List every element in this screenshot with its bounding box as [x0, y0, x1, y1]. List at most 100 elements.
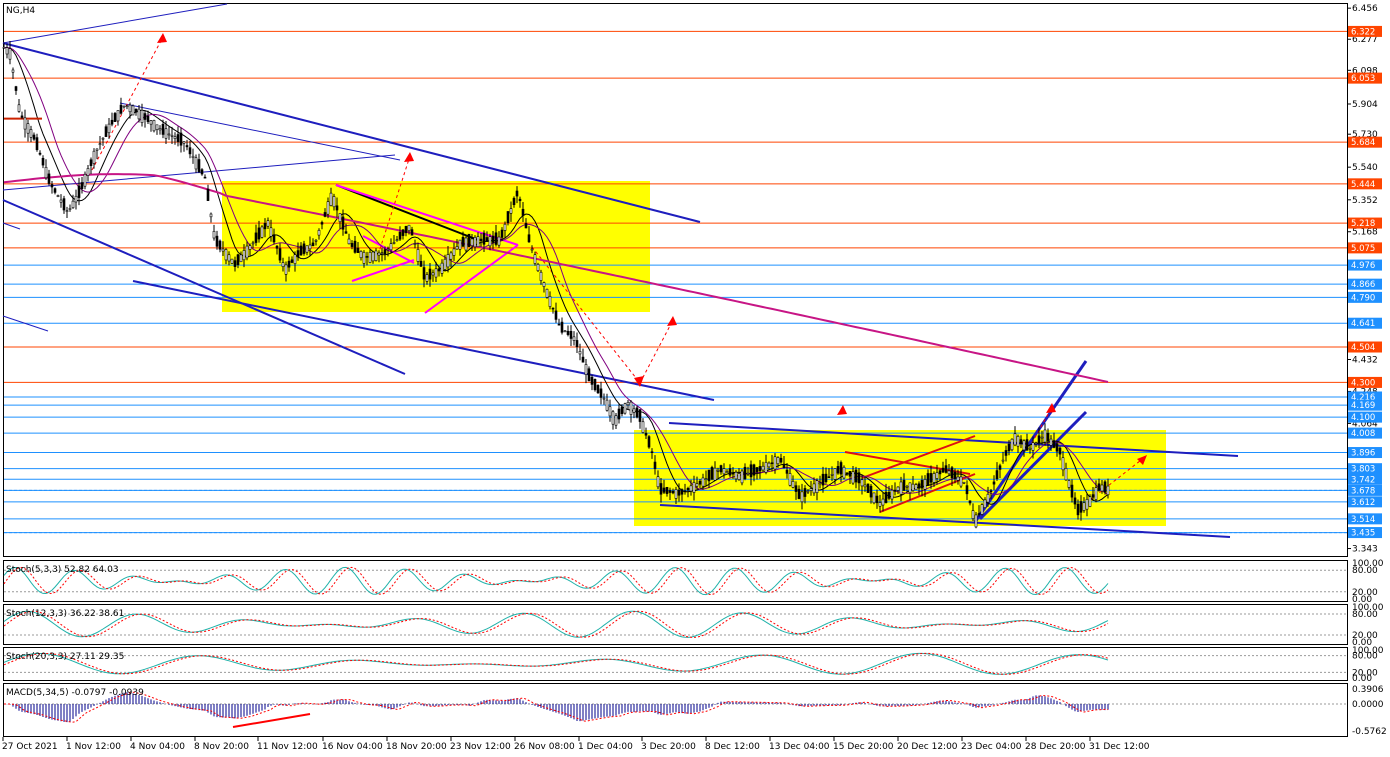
- candle-body: [713, 467, 717, 481]
- candle-body: [1061, 457, 1065, 471]
- candle-body: [188, 147, 192, 155]
- candle-body: [665, 486, 669, 494]
- candle-body: [629, 401, 633, 415]
- candle-body: [239, 254, 243, 263]
- stoch-signal-line: [3, 610, 1109, 638]
- candle-body: [770, 462, 774, 465]
- candle-body: [413, 243, 417, 245]
- candle-body: [932, 473, 936, 483]
- candle-body: [695, 483, 699, 487]
- candle-body: [170, 134, 174, 137]
- candle-body: [317, 230, 321, 236]
- candle-body: [1001, 459, 1005, 462]
- candle-body: [755, 467, 759, 473]
- candle-body: [299, 245, 303, 256]
- candle-body: [569, 330, 573, 339]
- candle-body: [368, 251, 372, 263]
- level-label-box: [1348, 496, 1382, 508]
- candle-body: [128, 104, 132, 113]
- candle-body: [866, 483, 870, 493]
- candle-body: [938, 470, 942, 475]
- level-label: 3.612: [1351, 498, 1375, 508]
- candle-body: [329, 192, 333, 206]
- candle-body: [851, 471, 855, 484]
- candle-body: [716, 470, 720, 472]
- candle-body: [182, 141, 186, 144]
- time-tick-label: 13 Dec 04:00: [769, 742, 830, 752]
- candle-body: [1004, 450, 1008, 456]
- candle-body: [425, 274, 429, 282]
- level-label: 4.169: [1351, 401, 1375, 411]
- level-label-box: [1348, 317, 1382, 329]
- candle-body: [167, 133, 171, 136]
- candle-body: [143, 113, 147, 120]
- level-label: 6.322: [1351, 27, 1375, 37]
- candle-body: [821, 473, 825, 486]
- candle-body: [470, 238, 474, 247]
- candle-body: [119, 104, 123, 114]
- candle-body: [134, 108, 138, 113]
- candle-body: [392, 242, 396, 244]
- level-label: 4.641: [1351, 319, 1375, 329]
- candle-body: [671, 490, 675, 494]
- time-tick-label: 31 Dec 12:00: [1089, 742, 1150, 752]
- candle-body: [590, 376, 594, 385]
- candle-body: [995, 470, 999, 480]
- candle-body: [782, 463, 786, 469]
- symbol-label: NG,H4: [6, 6, 35, 16]
- candle-body: [680, 489, 684, 495]
- candle-body: [620, 406, 624, 415]
- price-tick-label: 6.098: [1352, 66, 1378, 76]
- level-labels: 6.322 6.053 5.684 5.444 5.218 5.075 4.976 4.866…: [1348, 25, 1382, 539]
- candle-body: [296, 250, 300, 258]
- candle-body: [1037, 435, 1041, 443]
- candle-body: [458, 239, 462, 250]
- candle-body: [197, 159, 201, 173]
- level-label-box: [1348, 291, 1382, 303]
- candle-body: [365, 256, 369, 258]
- candle-body: [791, 481, 795, 488]
- indicator-scale-label: 0.3906: [1352, 685, 1384, 695]
- candle-body: [404, 226, 408, 234]
- candle-body: [338, 213, 342, 223]
- candle-body: [953, 471, 957, 479]
- level-label-box: [1348, 341, 1382, 353]
- candle-body: [203, 176, 207, 179]
- candle-body: [77, 185, 81, 198]
- candle-body: [1058, 447, 1062, 455]
- candle-body: [644, 432, 648, 436]
- candle-body: [830, 474, 834, 476]
- candle-body: [500, 229, 504, 238]
- level-label-box: [1348, 25, 1382, 37]
- level-label-box: [1348, 391, 1382, 403]
- candle-body: [488, 236, 492, 247]
- candle-body: [371, 251, 375, 262]
- candle-body: [1106, 485, 1110, 496]
- candle-body: [38, 152, 42, 155]
- candle-body: [527, 234, 531, 243]
- candle-body: [701, 477, 705, 487]
- candle-body: [632, 408, 636, 413]
- candle-body: [521, 208, 525, 216]
- price-tick-label: 5.352: [1352, 196, 1378, 206]
- candle-body: [350, 243, 354, 247]
- candle-body: [653, 461, 657, 469]
- candle-body: [26, 123, 30, 134]
- candle-body: [566, 330, 570, 335]
- candle-body: [686, 488, 690, 491]
- candle-body: [605, 399, 609, 411]
- indicator-scale-label: 20.00: [1352, 631, 1378, 641]
- candle-body: [884, 491, 888, 503]
- candle-body: [20, 115, 24, 118]
- candle-body: [881, 498, 885, 506]
- price-tick-label: 6.277: [1352, 35, 1378, 45]
- candle-body: [146, 115, 150, 122]
- candle-body: [1103, 481, 1107, 493]
- candle-body: [11, 69, 15, 73]
- candle-body: [560, 321, 564, 333]
- time-tick-label: 28 Dec 20:00: [1025, 742, 1086, 752]
- level-label-box: [1348, 427, 1382, 439]
- candle-body: [692, 482, 696, 493]
- price-tick-label: 5.904: [1352, 100, 1378, 110]
